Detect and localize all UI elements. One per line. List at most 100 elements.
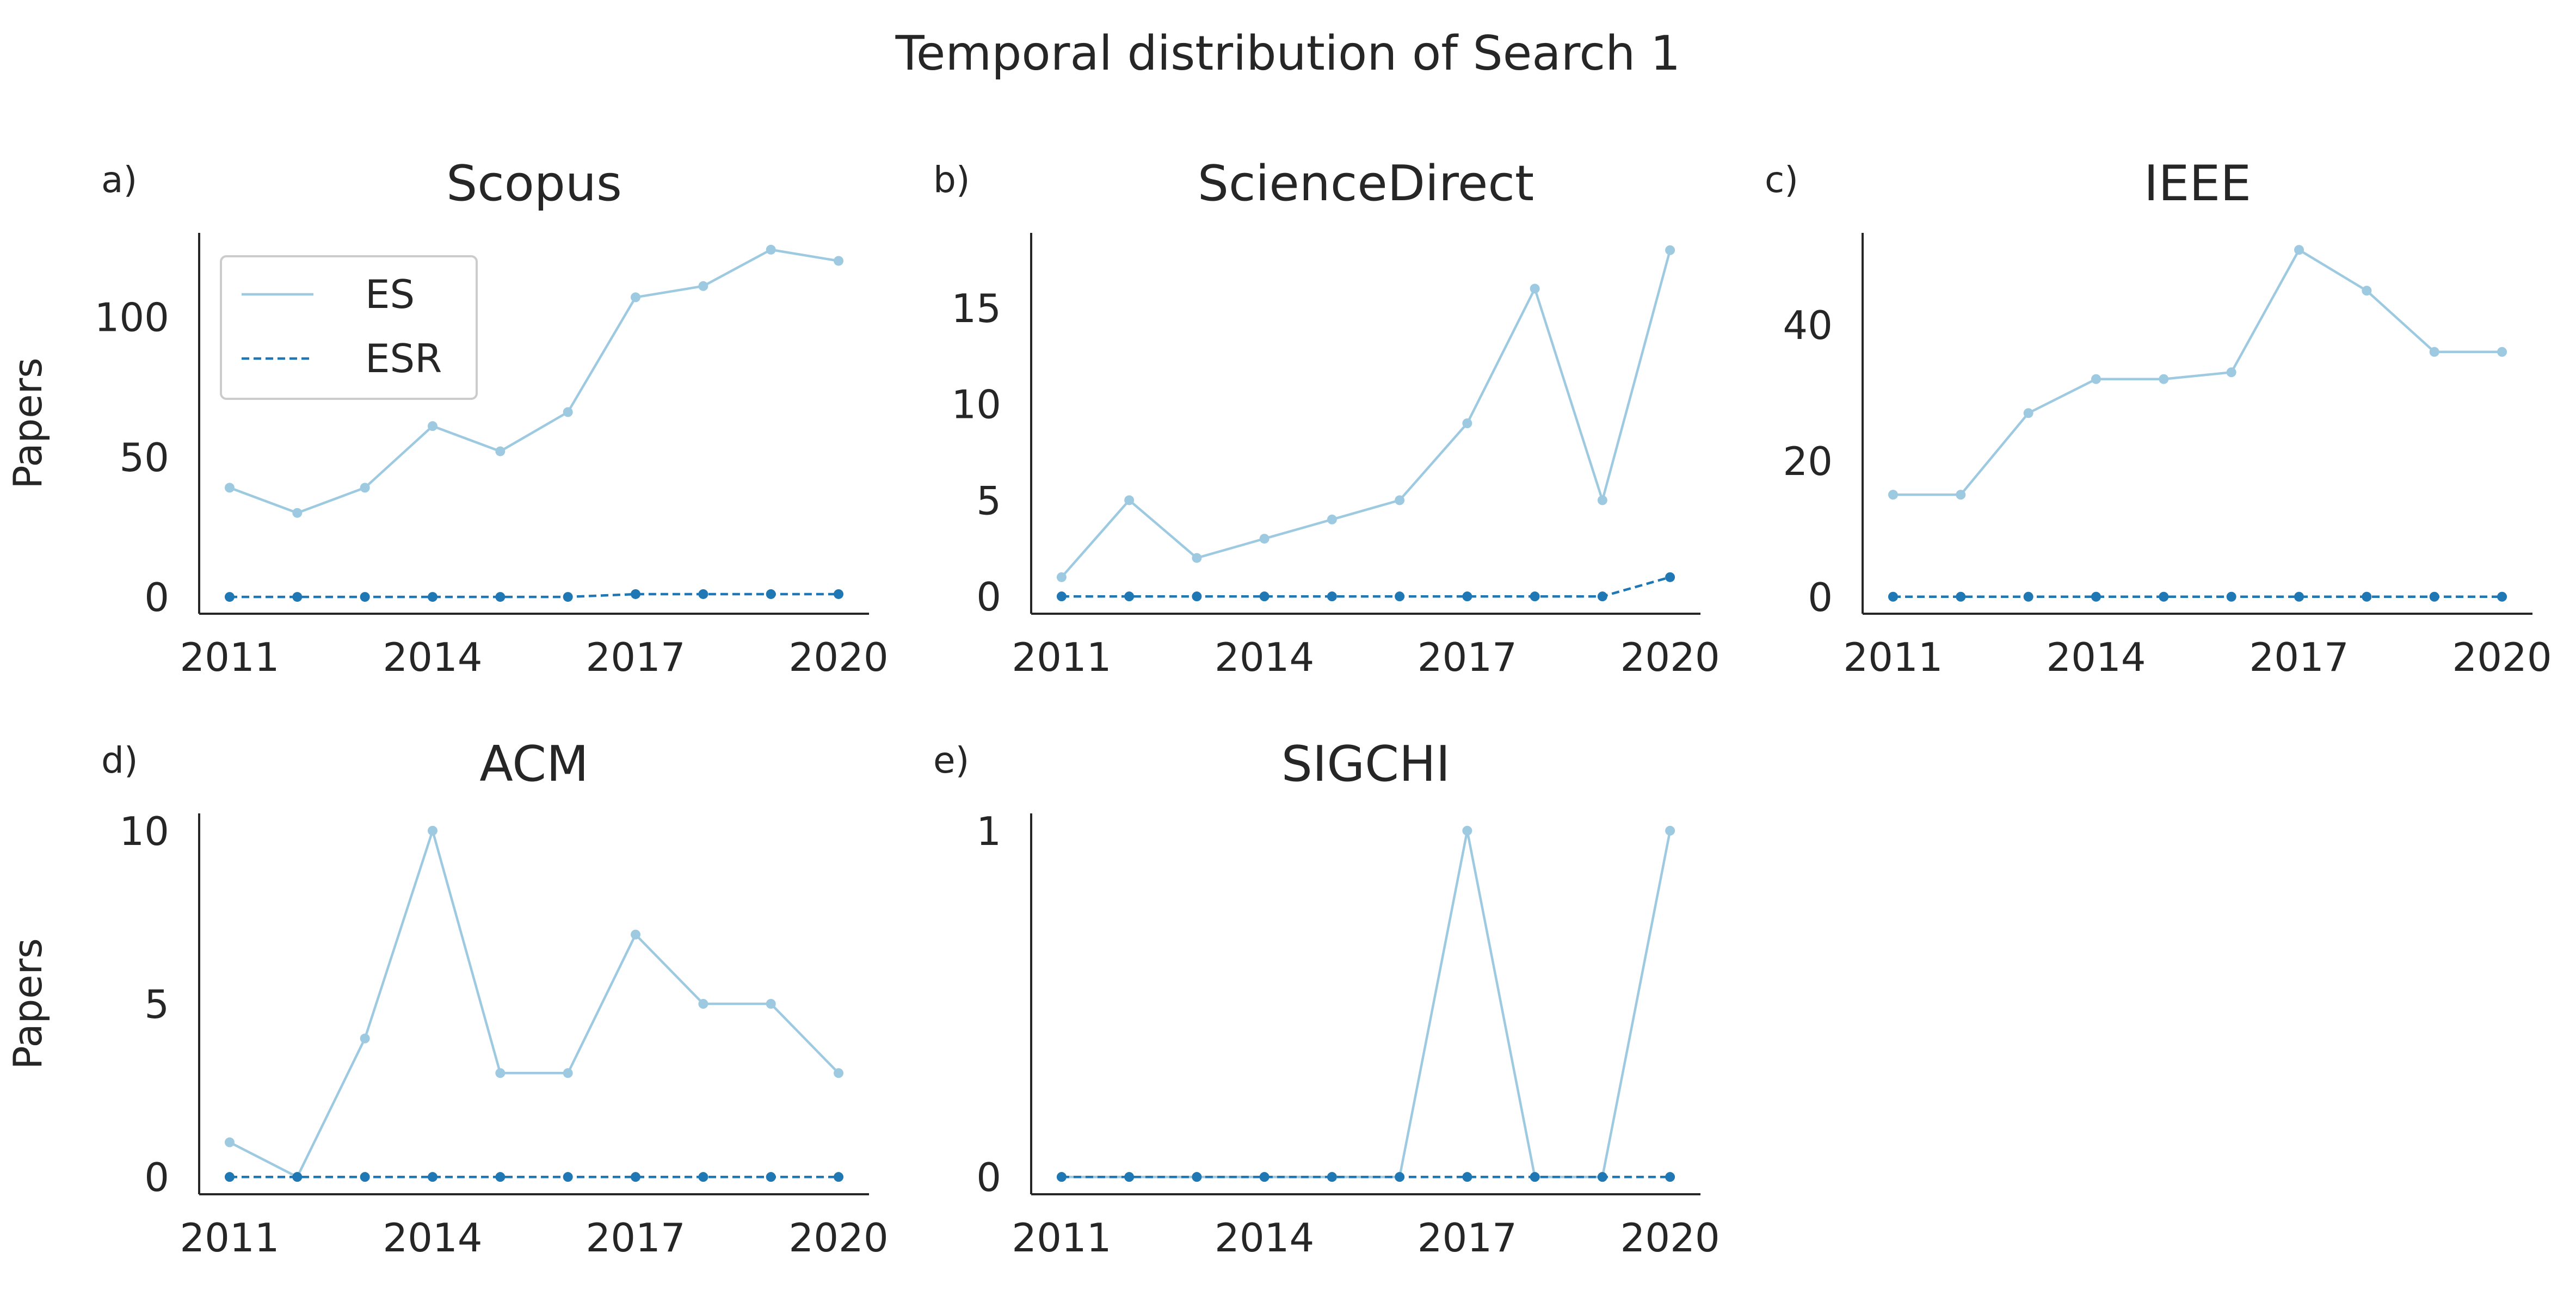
- data-point-esr: [2294, 591, 2304, 602]
- data-point-es: [766, 244, 776, 255]
- data-point-es: [224, 1137, 235, 1147]
- data-point-esr: [2497, 591, 2507, 602]
- data-point-esr: [1056, 1172, 1067, 1182]
- data-point-esr: [1259, 1172, 1269, 1182]
- panel-label: b): [933, 159, 970, 201]
- x-tick-label: 2011: [1012, 1215, 1111, 1261]
- data-point-esr: [2091, 591, 2101, 602]
- x-tick-label: 2014: [1215, 634, 1314, 680]
- data-point-es: [495, 1068, 506, 1078]
- panel-label: d): [101, 739, 138, 781]
- x-tick-label: 2020: [1620, 634, 1720, 680]
- y-tick-label: 0: [1808, 575, 1833, 620]
- data-point-esr: [1192, 591, 1202, 602]
- data-point-es: [360, 483, 370, 493]
- data-point-esr: [563, 592, 573, 602]
- data-point-es: [1462, 418, 1472, 428]
- data-point-esr: [631, 1172, 641, 1182]
- data-point-esr: [1956, 591, 1966, 602]
- x-tick-label: 2020: [1620, 1215, 1720, 1261]
- panel-title: IEEE: [2144, 155, 2251, 212]
- data-point-esr: [1327, 1172, 1337, 1182]
- data-point-esr: [2023, 591, 2033, 602]
- data-point-es: [2497, 347, 2507, 357]
- y-tick-label: 15: [951, 286, 1001, 331]
- data-point-esr: [292, 1172, 303, 1182]
- data-point-esr: [1124, 591, 1135, 602]
- data-point-esr: [1192, 1172, 1202, 1182]
- data-point-esr: [698, 1172, 708, 1182]
- data-point-esr: [1665, 572, 1675, 582]
- panel-acm: d) ACM 2011 2014 2017 2020 0 5 10 Papers: [5, 736, 889, 1261]
- panel-sciencedirect: b) ScienceDirect 2011 2014 2017 2020 0 5 10 15: [933, 155, 1720, 680]
- data-point-es: [360, 1033, 370, 1044]
- data-point-esr: [834, 1172, 844, 1182]
- series-line-es: [1893, 248, 2502, 496]
- data-point-esr: [1395, 1172, 1405, 1182]
- data-point-es: [1327, 514, 1337, 524]
- data-point-es: [1530, 283, 1540, 294]
- panel-label: a): [101, 159, 137, 201]
- data-point-esr: [427, 592, 437, 602]
- data-point-esr: [1597, 1172, 1607, 1182]
- data-point-es: [1192, 553, 1202, 563]
- data-point-es: [1888, 490, 1898, 500]
- data-point-esr: [292, 592, 303, 602]
- data-point-es: [698, 999, 708, 1009]
- y-tick-label: 40: [1783, 303, 1833, 348]
- legend-box: [220, 255, 478, 400]
- series-line-esr: [1061, 576, 1671, 598]
- data-point-es: [495, 446, 506, 456]
- data-point-esr: [1327, 591, 1337, 602]
- data-point-esr: [495, 592, 506, 602]
- data-point-esr: [631, 589, 641, 599]
- y-tick-label: 1: [976, 809, 1001, 854]
- panel-sigchi: e) SIGCHI 2011 2014 2017 2020 0 1: [933, 736, 1720, 1261]
- data-point-es: [563, 407, 573, 417]
- figure-title: Temporal distribution of Search 1: [895, 26, 1681, 81]
- data-point-esr: [2159, 591, 2169, 602]
- data-point-es: [1665, 825, 1675, 836]
- x-tick-label: 2017: [2249, 634, 2349, 680]
- x-tick-label: 2011: [1012, 634, 1111, 680]
- x-tick-label: 2011: [180, 634, 279, 680]
- y-axis-label: Papers: [5, 938, 51, 1069]
- data-point-esr: [1665, 1172, 1675, 1182]
- data-point-es: [1395, 495, 1405, 505]
- data-point-esr: [2429, 591, 2439, 602]
- data-point-es: [1056, 572, 1067, 582]
- data-point-es: [2091, 374, 2101, 384]
- legend-label-esr: ESR: [365, 336, 442, 381]
- y-tick-label: 0: [976, 1155, 1001, 1200]
- panel-title: ACM: [479, 736, 588, 793]
- data-point-esr: [427, 1172, 437, 1182]
- data-point-esr: [360, 592, 370, 602]
- x-tick-label: 2017: [1418, 634, 1517, 680]
- data-point-esr: [2226, 591, 2236, 602]
- data-point-es: [2159, 374, 2169, 384]
- panel-label: e): [933, 739, 969, 781]
- data-point-esr: [495, 1172, 506, 1182]
- data-point-esr: [766, 1172, 776, 1182]
- data-point-esr: [1530, 591, 1540, 602]
- x-tick-label: 2014: [383, 1215, 482, 1261]
- data-point-es: [1124, 495, 1135, 505]
- y-tick-label: 5: [144, 982, 169, 1027]
- y-tick-label: 0: [976, 574, 1001, 620]
- panel-title: Scopus: [446, 155, 622, 212]
- legend: ES ESR: [220, 255, 478, 400]
- panel-label: c): [1765, 159, 1798, 201]
- data-point-esr: [1530, 1172, 1540, 1182]
- data-point-es: [1259, 534, 1269, 544]
- data-point-esr: [360, 1172, 370, 1182]
- data-point-es: [2023, 408, 2033, 418]
- data-point-esr: [1597, 591, 1607, 602]
- x-tick-label: 2011: [1843, 634, 1943, 680]
- x-tick-label: 2020: [788, 1215, 888, 1261]
- y-axis-label: Papers: [5, 357, 51, 489]
- data-point-esr: [698, 589, 708, 599]
- y-tick-label: 10: [951, 382, 1001, 428]
- data-point-es: [834, 1068, 844, 1078]
- x-tick-label: 2014: [383, 634, 482, 680]
